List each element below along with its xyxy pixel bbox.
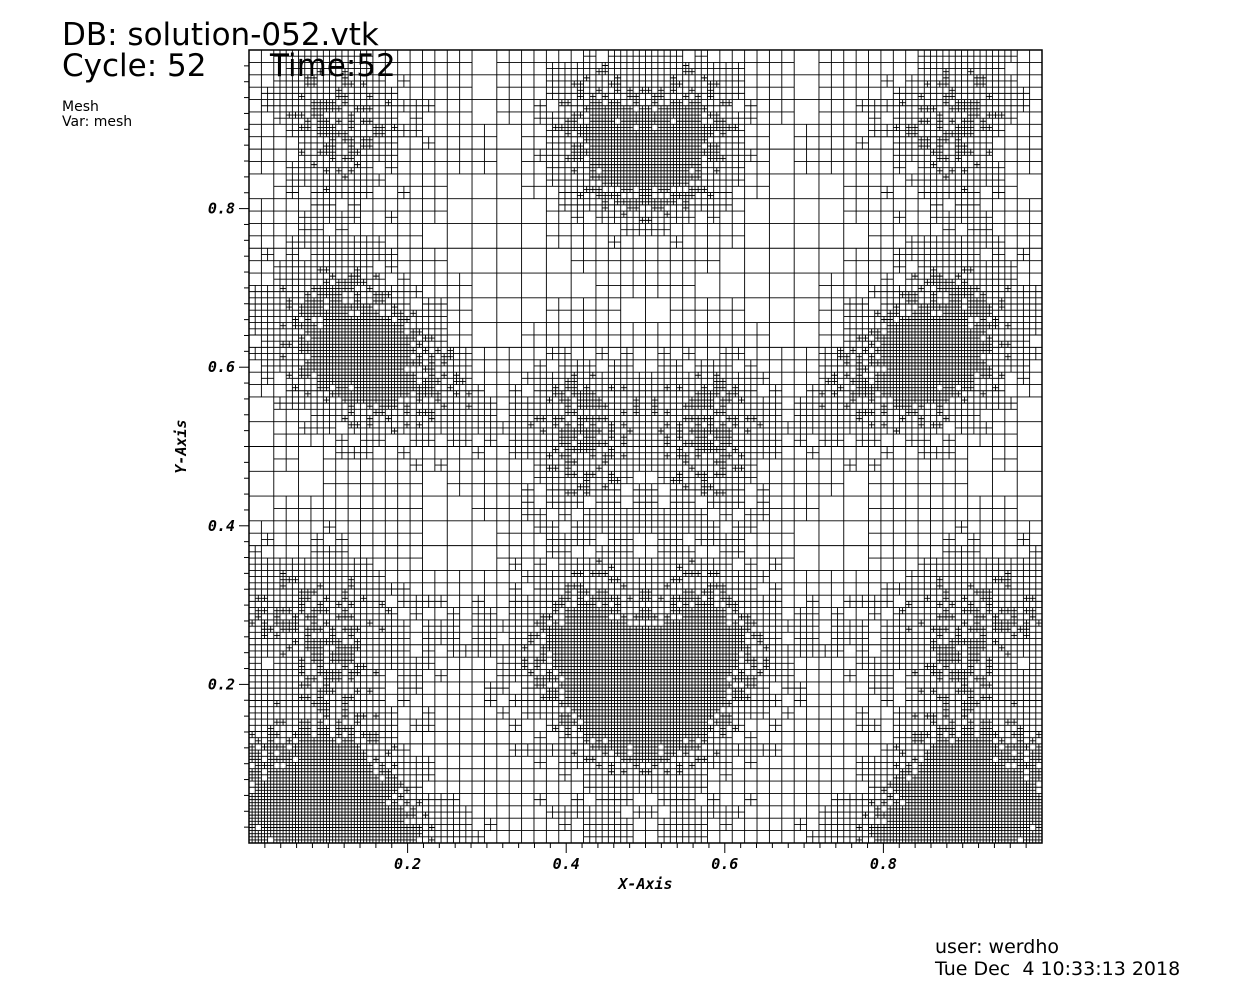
y-axis-title: Y-Axis (172, 419, 190, 473)
x-tick-label: 0.2 (394, 855, 421, 873)
variable-label: Var: mesh (62, 114, 133, 130)
plot-type-label: Mesh (62, 99, 99, 115)
x-tick-label: 0.4 (553, 855, 580, 873)
y-tick-label: 0.4 (208, 517, 235, 535)
x-axis-title: X-Axis (616, 875, 672, 893)
y-tick-label: 0.8 (208, 200, 235, 218)
x-tick-label: 0.6 (711, 855, 738, 873)
timestamp-label: Tue Dec 4 10:33:13 2018 (935, 958, 1181, 980)
cycle-label: Cycle: 52 (62, 48, 207, 84)
mesh-cell-lines (248, 49, 1043, 844)
time-label: Time:52 (270, 48, 396, 84)
db-label: DB: solution-052.vtk (62, 17, 379, 53)
axis-tick-labels: 0.2 0.4 0.6 0.8 0.2 0.4 0.6 0.8 (208, 200, 897, 873)
user-label: user: werdho (935, 936, 1059, 958)
y-tick-label: 0.2 (208, 675, 235, 693)
x-tick-label: 0.8 (870, 855, 897, 873)
y-tick-label: 0.6 (208, 358, 235, 376)
mesh-cells (248, 49, 1043, 844)
axis-ticks (239, 65, 1027, 853)
